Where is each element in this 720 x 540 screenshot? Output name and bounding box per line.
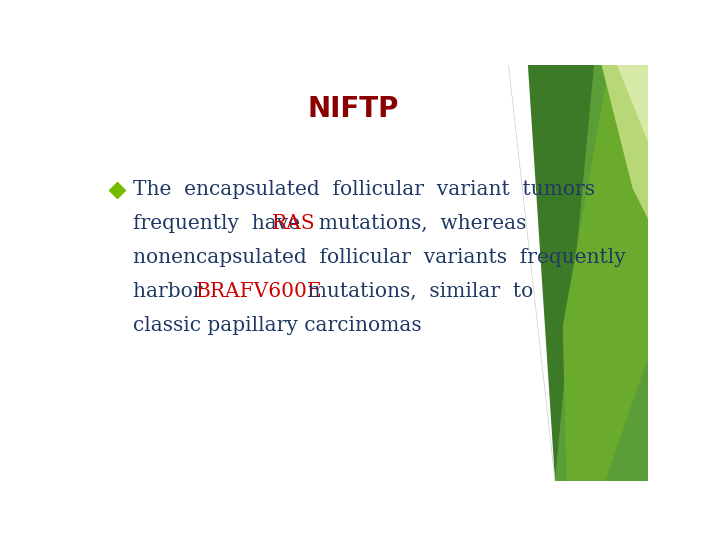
Polygon shape [563,65,648,481]
Polygon shape [601,65,648,219]
Text: The  encapsulated  follicular  variant  tumors: The encapsulated follicular variant tumo… [132,180,595,199]
Text: classic papillary carcinomas: classic papillary carcinomas [132,315,421,335]
Text: nonencapsulated  follicular  variants  frequently: nonencapsulated follicular variants freq… [132,248,626,267]
Polygon shape [617,65,648,142]
Text: NIFTP: NIFTP [308,94,399,123]
Text: RAS: RAS [272,214,315,233]
Text: mutations,  similar  to: mutations, similar to [294,282,533,301]
Text: frequently  have: frequently have [132,214,312,233]
Polygon shape [555,65,648,481]
Text: BRAFV600E: BRAFV600E [197,282,323,301]
Polygon shape [528,65,648,481]
Text: harbor: harbor [132,282,215,301]
Text: mutations,  whereas: mutations, whereas [306,214,526,233]
